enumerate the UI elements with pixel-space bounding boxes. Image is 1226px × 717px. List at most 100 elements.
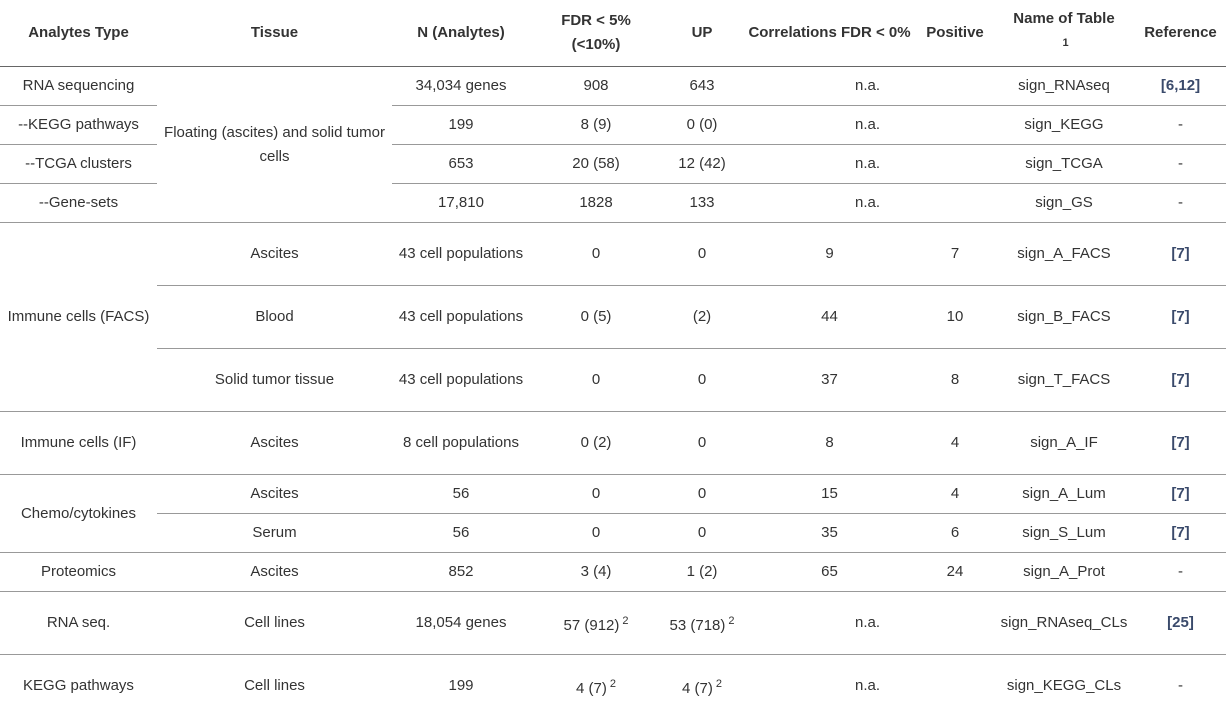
table-cell: 4 bbox=[917, 412, 993, 475]
table-cell: 35 bbox=[742, 514, 917, 553]
table-cell: 53 (718)2 bbox=[662, 592, 742, 655]
table-cell: 43 cell populations bbox=[392, 349, 530, 412]
table-cell: Blood bbox=[157, 286, 392, 349]
cell-text: 4 (7) bbox=[682, 680, 713, 697]
table-cell: sign_B_FACS bbox=[993, 286, 1135, 349]
table-cell: Ascites bbox=[157, 475, 392, 514]
table-cell: [7] bbox=[1135, 475, 1226, 514]
table-cell: 56 bbox=[392, 514, 530, 553]
table-cell: 8 (9) bbox=[530, 106, 662, 145]
table-cell: [7] bbox=[1135, 514, 1226, 553]
table-cell: 4 (7)2 bbox=[530, 655, 662, 717]
table-cell: - bbox=[1135, 553, 1226, 592]
footnote-mark: 2 bbox=[728, 615, 734, 627]
table-cell: Ascites bbox=[157, 553, 392, 592]
table-cell: 908 bbox=[530, 67, 662, 106]
table-cell: 7 bbox=[917, 223, 993, 286]
table-cell: [7] bbox=[1135, 223, 1226, 286]
table-cell: Immune cells (FACS) bbox=[0, 223, 157, 412]
table-cell: 18,054 genes bbox=[392, 592, 530, 655]
header-cell: Positive bbox=[917, 0, 993, 67]
table-cell: Ascites bbox=[157, 223, 392, 286]
table-cell: sign_A_Prot bbox=[993, 553, 1135, 592]
table-cell: 65 bbox=[742, 553, 917, 592]
header-cell: Reference bbox=[1135, 0, 1226, 67]
table-cell: 133 bbox=[662, 184, 742, 223]
table-cell: 20 (58) bbox=[530, 145, 662, 184]
table-cell: sign_KEGG_CLs bbox=[993, 655, 1135, 717]
header-cell: UP bbox=[662, 0, 742, 67]
table-cell: 9 bbox=[742, 223, 917, 286]
header-cell: FDR < 5% (<10%) bbox=[530, 0, 662, 67]
table-cell: 56 bbox=[392, 475, 530, 514]
table-cell: 0 (5) bbox=[530, 286, 662, 349]
table-cell: sign_T_FACS bbox=[993, 349, 1135, 412]
table-cell: 15 bbox=[742, 475, 917, 514]
table-cell: 6 bbox=[917, 514, 993, 553]
table-cell: sign_A_Lum bbox=[993, 475, 1135, 514]
table-cell: Solid tumor tissue bbox=[157, 349, 392, 412]
table-cell: 0 bbox=[662, 412, 742, 475]
table-cell: - bbox=[1135, 655, 1226, 717]
cell-text: 4 (7) bbox=[576, 680, 607, 697]
table-cell: [7] bbox=[1135, 349, 1226, 412]
table-cell: 4 (7)2 bbox=[662, 655, 742, 717]
table-cell: Serum bbox=[157, 514, 392, 553]
table-cell: --KEGG pathways bbox=[0, 106, 157, 145]
table-cell: 852 bbox=[392, 553, 530, 592]
header-cell: N (Analytes) bbox=[392, 0, 530, 67]
table-cell: 199 bbox=[392, 655, 530, 717]
table-cell: - bbox=[1135, 184, 1226, 223]
table-cell: 10 bbox=[917, 286, 993, 349]
table-cell: 34,034 genes bbox=[392, 67, 530, 106]
table-cell: n.a. bbox=[742, 184, 993, 223]
table-cell: 3 (4) bbox=[530, 553, 662, 592]
table-cell: KEGG pathways bbox=[0, 655, 157, 717]
table-cell: (2) bbox=[662, 286, 742, 349]
cell-text: 57 (912) bbox=[564, 617, 620, 634]
table-cell: n.a. bbox=[742, 67, 993, 106]
table-cell: Immune cells (IF) bbox=[0, 412, 157, 475]
table-cell: Ascites bbox=[157, 412, 392, 475]
table-cell: 0 bbox=[662, 514, 742, 553]
table-cell: 37 bbox=[742, 349, 917, 412]
table-cell: Cell lines bbox=[157, 655, 392, 717]
table-cell: --Gene-sets bbox=[0, 184, 157, 223]
table-cell: --TCGA clusters bbox=[0, 145, 157, 184]
table-cell: 57 (912)2 bbox=[530, 592, 662, 655]
table-cell: 17,810 bbox=[392, 184, 530, 223]
header-cell: Correlations FDR < 0% bbox=[742, 0, 917, 67]
table-cell: 8 bbox=[917, 349, 993, 412]
header-cell: Analytes Type bbox=[0, 0, 157, 67]
table-cell: 0 bbox=[662, 475, 742, 514]
table-cell: 43 cell populations bbox=[392, 286, 530, 349]
table-cell: 0 bbox=[662, 223, 742, 286]
table-cell: - bbox=[1135, 106, 1226, 145]
table-cell: Proteomics bbox=[0, 553, 157, 592]
table-cell: sign_KEGG bbox=[993, 106, 1135, 145]
table-cell: sign_RNAseq bbox=[993, 67, 1135, 106]
table-cell: Floating (ascites) and solid tumor cells bbox=[157, 67, 392, 223]
table-cell: 0 (0) bbox=[662, 106, 742, 145]
cell-text: Name of Table bbox=[1013, 10, 1114, 27]
table-cell: 0 bbox=[530, 349, 662, 412]
table-cell: sign_GS bbox=[993, 184, 1135, 223]
table-cell: 43 cell populations bbox=[392, 223, 530, 286]
table-cell: [7] bbox=[1135, 412, 1226, 475]
table-cell: Cell lines bbox=[157, 592, 392, 655]
table-cell: 8 cell populations bbox=[392, 412, 530, 475]
table-cell: sign_TCGA bbox=[993, 145, 1135, 184]
table-cell: RNA seq. bbox=[0, 592, 157, 655]
table-cell: n.a. bbox=[742, 592, 993, 655]
table-cell: 0 (2) bbox=[530, 412, 662, 475]
table-cell: 643 bbox=[662, 67, 742, 106]
table-cell: 0 bbox=[530, 475, 662, 514]
